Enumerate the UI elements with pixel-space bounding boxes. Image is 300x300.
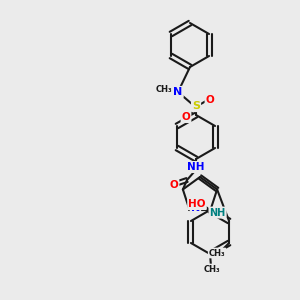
Text: O: O xyxy=(169,180,178,190)
Text: O: O xyxy=(182,112,190,122)
Text: N: N xyxy=(173,87,183,97)
Text: HO: HO xyxy=(188,199,206,209)
Text: N: N xyxy=(191,202,200,213)
Text: CH₃: CH₃ xyxy=(156,85,172,94)
Text: CH₃: CH₃ xyxy=(209,248,225,257)
Text: CH₃: CH₃ xyxy=(204,265,220,274)
Text: NH: NH xyxy=(209,208,226,218)
Text: S: S xyxy=(192,101,200,111)
Text: O: O xyxy=(206,95,214,105)
Text: NH: NH xyxy=(187,162,205,172)
